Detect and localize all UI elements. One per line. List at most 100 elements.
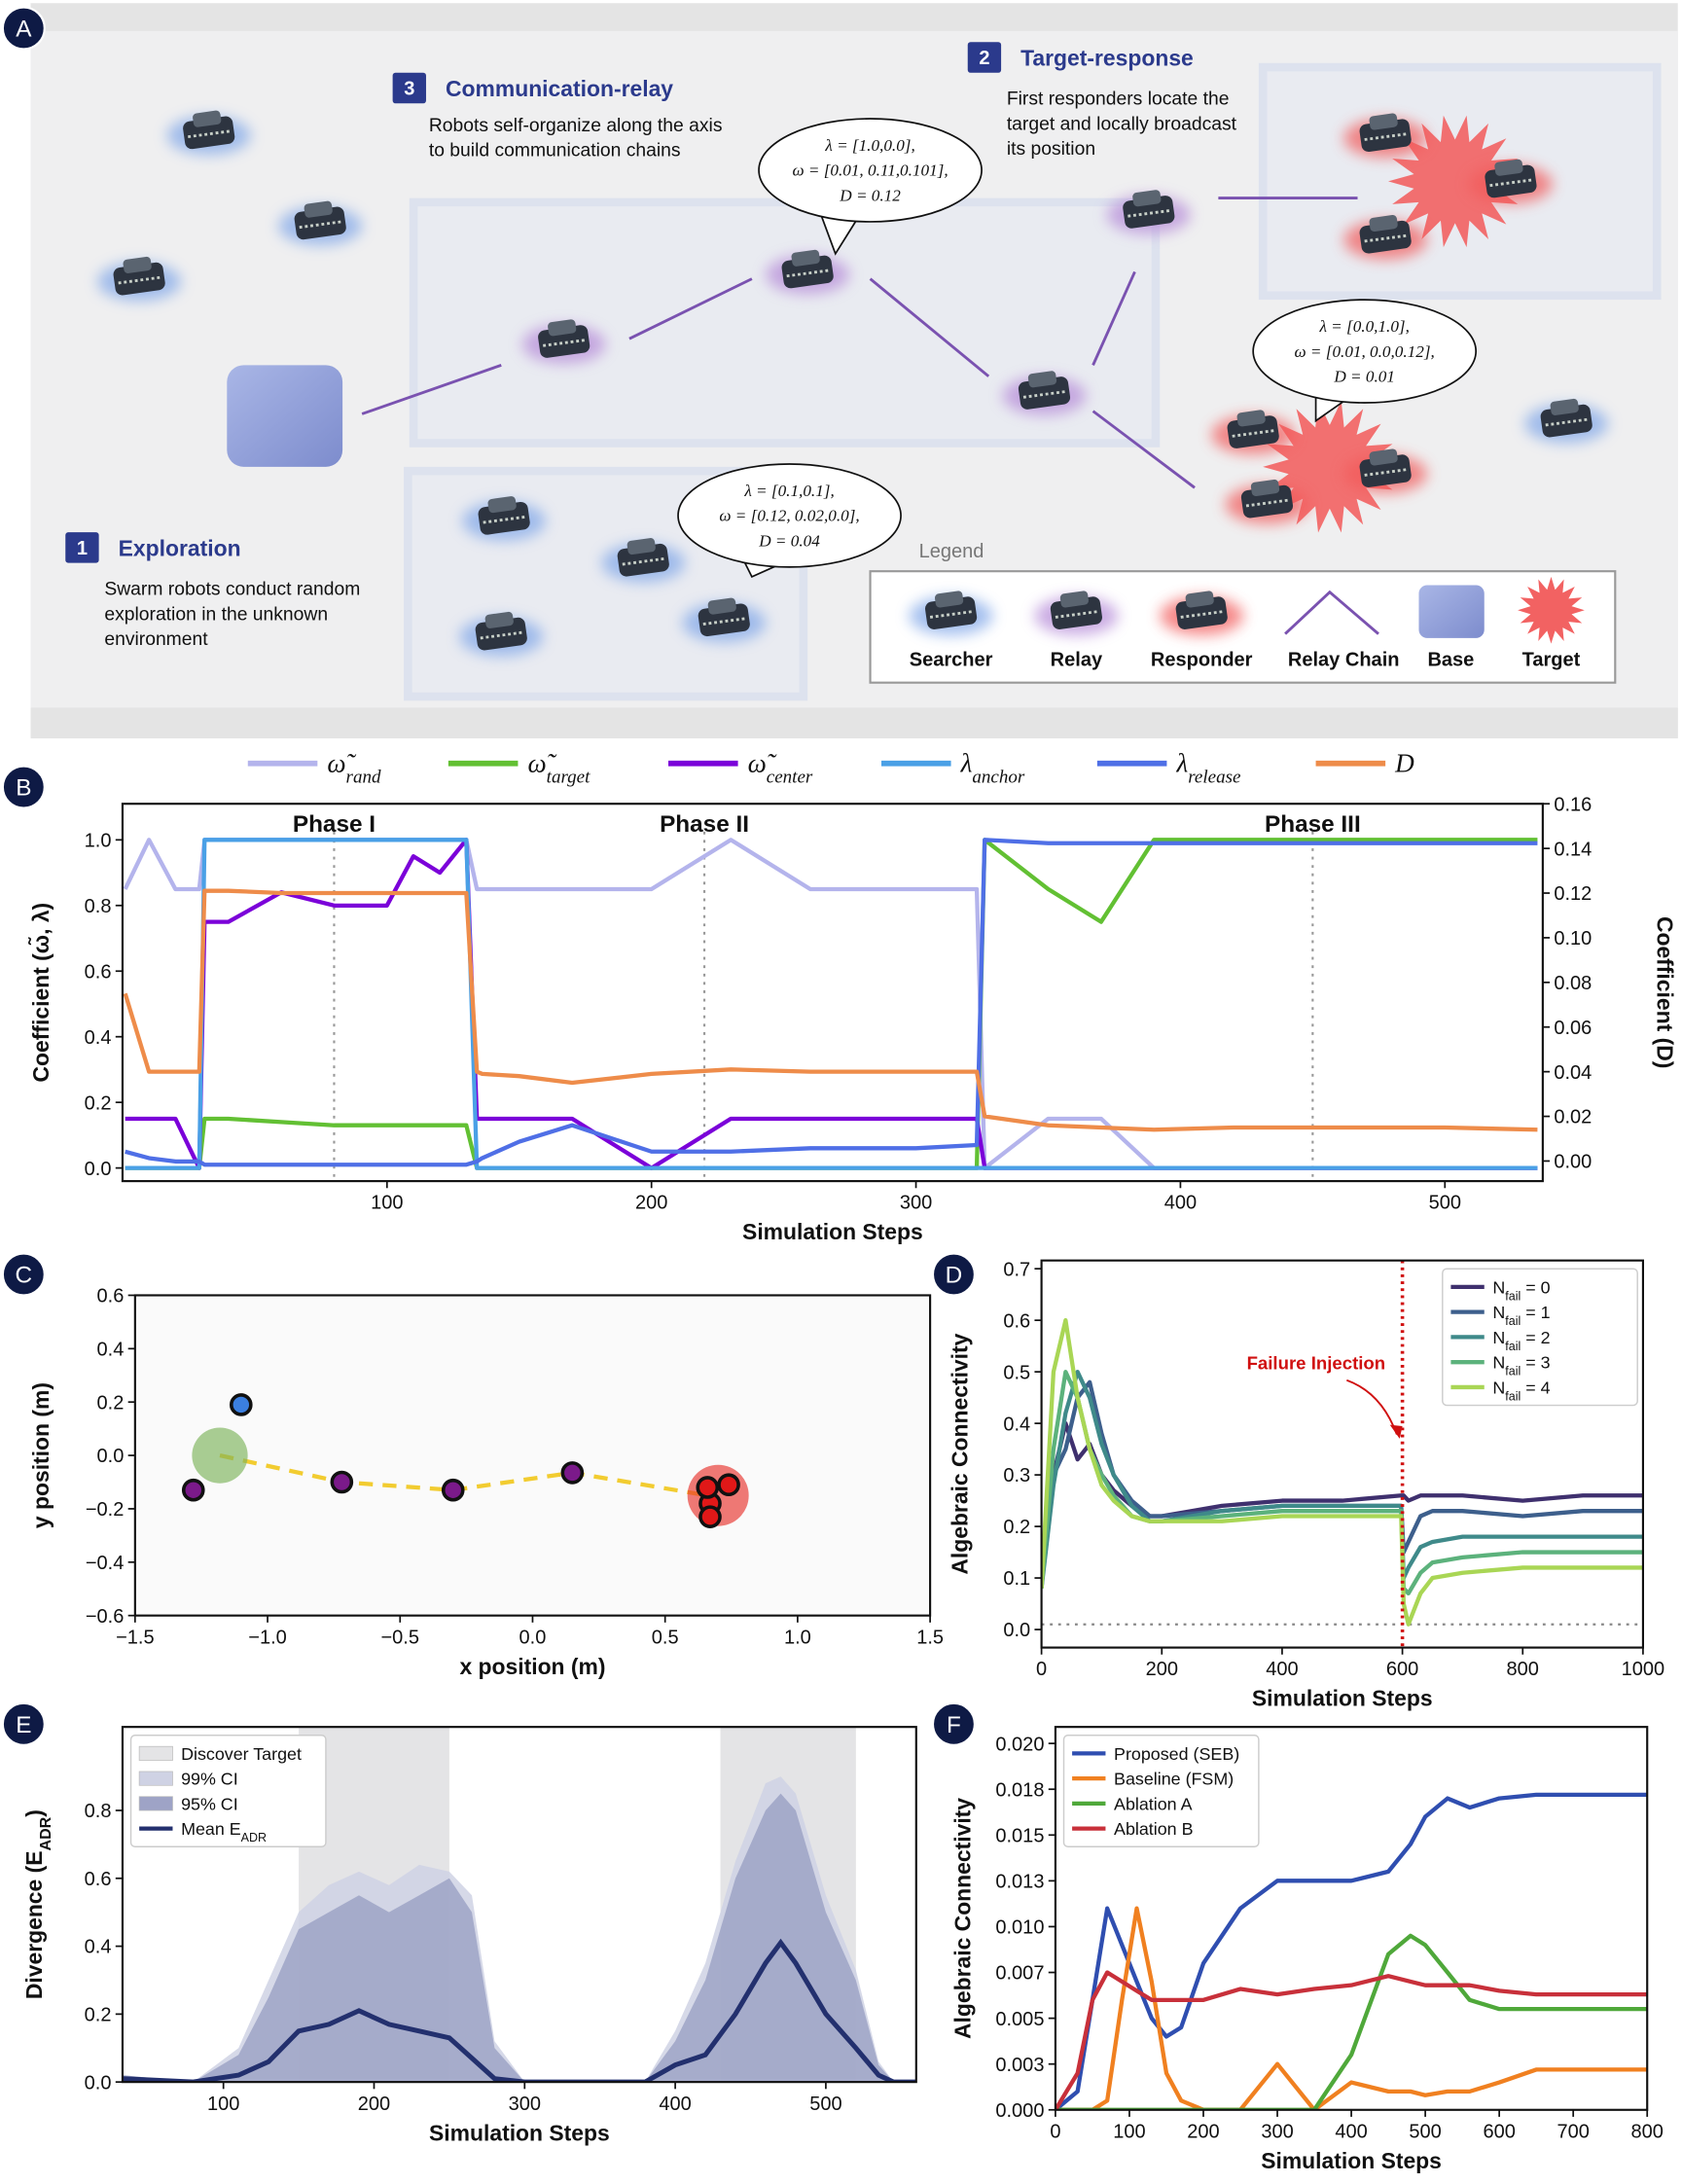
y-tick-label: 0.2: [85, 2005, 112, 2026]
y-tick-label: 0.015: [995, 1825, 1044, 1846]
legend-label: λanchor: [960, 748, 1025, 787]
x-tick-label: 400: [659, 2094, 691, 2115]
panel-label-badge: [1, 765, 46, 809]
x-tick-label: 800: [1631, 2121, 1664, 2142]
x-tick-label: 200: [1146, 1659, 1178, 1680]
y-tick-label: 0.8: [85, 896, 112, 917]
x-tick-label: −0.5: [380, 1627, 419, 1648]
step-text: Robots self-organize along the axis: [429, 116, 723, 136]
series-line: [1055, 1970, 1648, 2110]
text-part: Divergence (E: [21, 1850, 47, 1999]
x-tick-label: 300: [1261, 2121, 1293, 2142]
robot: [682, 597, 767, 643]
y2-tick-label: 0.00: [1554, 1152, 1592, 1173]
legend-target: [1518, 576, 1585, 644]
text-part: = 2: [1521, 1328, 1550, 1347]
y-tick-label: 0.010: [995, 1917, 1044, 1939]
plot-layer: [1055, 1792, 1648, 2110]
robot-top: [484, 611, 514, 628]
y-tick-label: 0.6: [1003, 1310, 1030, 1332]
robot-top: [304, 200, 333, 218]
panel-label-badge: [931, 1701, 976, 1746]
y-tick-label: −0.6: [86, 1606, 125, 1628]
legend-box: [1442, 1268, 1638, 1407]
robot-top: [934, 591, 964, 608]
ci-area: [122, 1793, 916, 2083]
plot-layer: [1041, 1260, 1643, 1648]
y2-tick-label: 0.10: [1554, 928, 1592, 949]
robot-point: [560, 1461, 585, 1485]
legend-box: [869, 570, 1617, 684]
x-tick-label: 200: [635, 1193, 667, 1214]
x-tick-label: 600: [1483, 2121, 1515, 2142]
robot: [1343, 448, 1428, 494]
x-tick-label: 100: [371, 1193, 403, 1214]
bubble-text: D = 0.01: [1333, 368, 1395, 386]
robot-top: [1494, 159, 1523, 176]
step-badge: [65, 532, 99, 563]
mean-line: [122, 1938, 916, 2083]
phase-label: Phase II: [660, 811, 749, 838]
panel-label: B: [16, 775, 31, 802]
text-part: fail: [1505, 1314, 1521, 1328]
y-tick-label: 0.6: [97, 1286, 125, 1307]
legend-label: Ablation B: [1114, 1819, 1194, 1839]
robot-top: [193, 110, 222, 127]
robot-stripe: [1364, 233, 1407, 243]
step-text: to build communication chains: [429, 141, 681, 161]
x-tick-label: 500: [1429, 1193, 1461, 1214]
robot-stripe: [1180, 610, 1223, 619]
legend-label: Relay: [1051, 650, 1103, 671]
robot-stripe: [543, 339, 586, 347]
y-tick-label: −0.2: [86, 1499, 125, 1521]
robot-stripe: [1545, 417, 1588, 427]
legend-label: D: [1394, 748, 1414, 777]
target: [1387, 115, 1522, 248]
y2-tick-label: 0.14: [1554, 839, 1592, 860]
x-tick-label: 500: [1409, 2121, 1441, 2142]
robot-stripe: [1245, 498, 1289, 508]
step-text: Swarm robots conduct random: [104, 580, 360, 600]
robot-top: [548, 319, 577, 337]
legend-box: [1062, 1735, 1260, 1847]
legend-label: ω̃rand: [327, 748, 381, 787]
x-tick-label: 300: [900, 1193, 932, 1214]
legend-label: ω̃target: [527, 748, 590, 787]
robot-stripe: [1022, 390, 1066, 399]
bubble-text: λ = [1.0,0.0],: [824, 136, 914, 155]
x-tick-label: 100: [1113, 2121, 1145, 2142]
text-part: N: [1492, 1303, 1505, 1322]
x-tick-label: 100: [207, 2094, 239, 2115]
base-point: [192, 1427, 248, 1484]
legend-label: ω̃center: [748, 748, 813, 787]
x-tick-label: 200: [358, 2094, 390, 2115]
x-tick-label: −1.0: [248, 1627, 287, 1648]
series-line: [125, 838, 1538, 1170]
y-tick-label: 0.3: [1003, 1465, 1030, 1486]
legend-box: [129, 1735, 327, 1847]
robot-point: [698, 1505, 722, 1528]
phase-label: Phase I: [293, 811, 376, 838]
robot-top: [1369, 448, 1398, 466]
robot-stripe: [480, 630, 522, 640]
legend-label: 99% CI: [181, 1770, 238, 1789]
y-axis-label: y position (m): [28, 1382, 54, 1528]
legend-label: Ablation A: [1114, 1794, 1193, 1813]
y-axis-label: Algebraic Connectivity: [950, 1798, 976, 2039]
robot-top: [626, 538, 656, 555]
step-text: exploration in the unknown: [104, 604, 328, 625]
y-tick-label: 0.4: [97, 1339, 125, 1360]
robot-stripe: [622, 556, 664, 566]
legend-swatch: [138, 1796, 173, 1811]
x-tick-label: 0.0: [519, 1627, 547, 1648]
y-tick-label: 0.0: [85, 2072, 112, 2094]
series-line: [1041, 1370, 1643, 1589]
x-tick-label: 1.5: [916, 1627, 944, 1648]
text-part: N: [1492, 1353, 1505, 1373]
text-part: center: [767, 767, 813, 787]
text-part: release: [1188, 767, 1241, 787]
y2-tick-label: 0.16: [1554, 794, 1592, 815]
robot-stripe: [786, 269, 829, 278]
y2-tick-label: 0.08: [1554, 973, 1592, 994]
